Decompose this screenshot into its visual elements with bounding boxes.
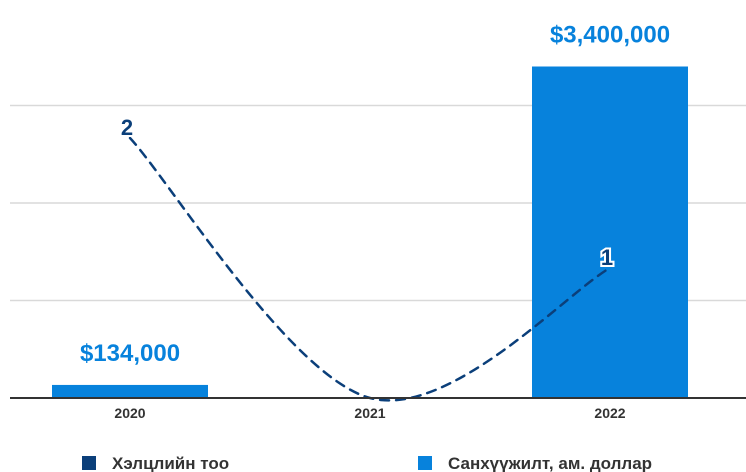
line-value-label: 1: [601, 245, 613, 270]
bar-value-label: $3,400,000: [550, 22, 670, 49]
line-value-label: 2: [121, 115, 133, 140]
legend-label: Санхүүжилт, ам. доллар: [448, 454, 652, 472]
x-axis-ticks: 2020 2021 2022: [114, 405, 625, 421]
legend-label: Хэлцлийн тоо: [112, 454, 229, 472]
x-tick-label: 2022: [594, 405, 625, 421]
legend-swatch: [82, 456, 96, 470]
bar-2020: [52, 384, 208, 398]
x-tick-label: 2020: [114, 405, 145, 421]
bar-2022: [532, 66, 688, 398]
legend-swatch: [418, 456, 432, 470]
legend-item[interactable]: Хэлцлийн тоо: [82, 454, 229, 472]
x-tick-label: 2021: [354, 405, 385, 421]
data-labels: $134,000 $3,400,000 2 1: [80, 22, 670, 367]
legend[interactable]: Хэлцлийн тоо Санхүүжилт, ам. доллар: [82, 454, 652, 472]
bar-series: [52, 66, 688, 398]
legend-item[interactable]: Санхүүжилт, ам. доллар: [418, 454, 652, 472]
bar-value-label: $134,000: [80, 340, 180, 367]
